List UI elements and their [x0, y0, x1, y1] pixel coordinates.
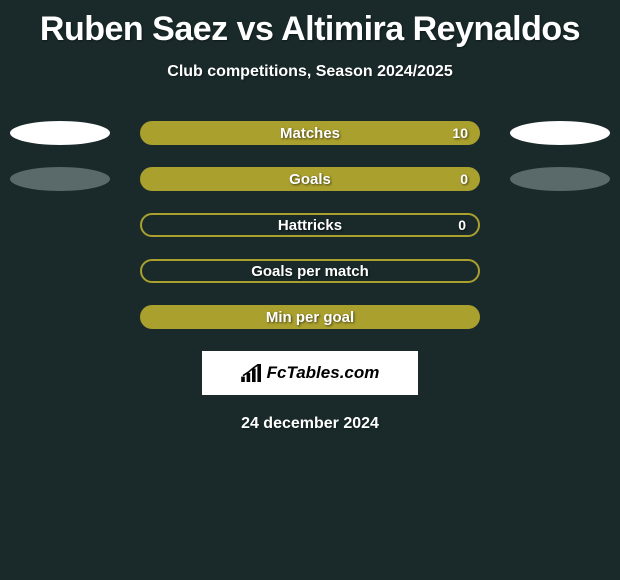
stat-row: Goals 0: [0, 167, 620, 191]
right-ellipse-icon: [510, 167, 610, 191]
subtitle: Club competitions, Season 2024/2025: [0, 63, 620, 81]
stat-bar: Goals per match: [140, 259, 480, 283]
stat-label: Matches: [280, 125, 340, 142]
stat-bar: Goals 0: [140, 167, 480, 191]
brand-label: FcTables.com: [267, 363, 380, 383]
stat-value: 0: [458, 217, 466, 233]
stat-row: Goals per match: [0, 259, 620, 283]
stat-row: Matches 10: [0, 121, 620, 145]
stat-row: Min per goal: [0, 305, 620, 329]
stat-bar: Matches 10: [140, 121, 480, 145]
left-ellipse-icon: [10, 121, 110, 145]
brand-box: FcTables.com: [202, 351, 418, 395]
date-label: 24 december 2024: [0, 415, 620, 433]
stat-bar: Min per goal: [140, 305, 480, 329]
chart-icon: [241, 364, 263, 382]
right-side: [500, 167, 620, 191]
stat-value: 10: [452, 125, 468, 141]
stat-row: Hattricks 0: [0, 213, 620, 237]
page-title: Ruben Saez vs Altimira Reynaldos: [0, 0, 620, 49]
stat-label: Goals: [289, 171, 331, 188]
right-side: [500, 121, 620, 145]
stat-value: 0: [460, 171, 468, 187]
stat-bar: Hattricks 0: [140, 213, 480, 237]
stat-label: Goals per match: [251, 263, 369, 280]
left-side: [0, 121, 120, 145]
left-ellipse-icon: [10, 167, 110, 191]
right-ellipse-icon: [510, 121, 610, 145]
stat-label: Min per goal: [266, 309, 354, 326]
stat-label: Hattricks: [278, 217, 342, 234]
stats-section: Matches 10 Goals 0 Hattricks 0 Goals per…: [0, 121, 620, 329]
left-side: [0, 167, 120, 191]
